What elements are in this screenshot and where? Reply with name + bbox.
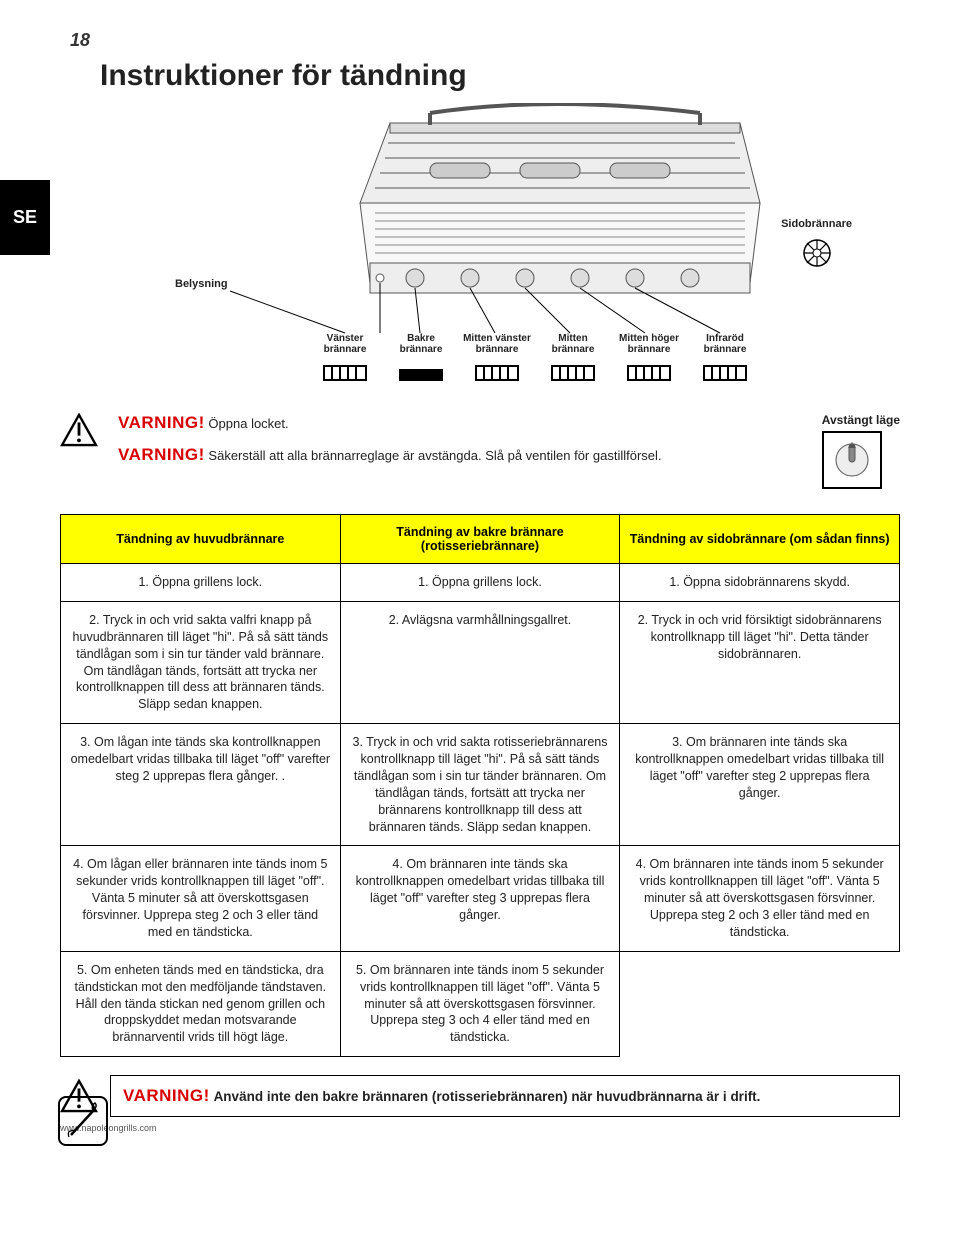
grill-diagram: Belysning [60,103,900,403]
table-cell: 3. Om lågan inte tänds ska kontrollknapp… [61,724,341,846]
burner-labels-row: Vänster brännareBakre brännareMitten vän… [310,333,760,381]
ignition-table: Tändning av huvudbrännare Tändning av ba… [60,514,900,1057]
table-cell: 2. Avlägsna varmhållningsgallret. [340,601,620,723]
label-belysning: Belysning [175,278,228,290]
burner-label: Mitten vänster brännare [462,333,532,381]
warning-1-text: Öppna locket. [208,416,288,431]
grill-illustration [320,103,780,333]
burner-label: Mitten brännare [538,333,608,381]
table-cell: 4. Om brännaren inte tänds ska kontrollk… [340,846,620,951]
knob-icon-box [822,431,882,489]
warning-1-title: VARNING! [118,413,205,432]
warning-2-title: VARNING! [118,445,205,464]
burner-label: Infraröd brännare [690,333,760,381]
label-sidobrannare: Sidobrännare [781,218,852,230]
table-cell: 1. Öppna grillens lock. [340,564,620,602]
page-title: Instruktioner för tändning [100,59,900,93]
table-cell: 2. Tryck in och vrid försiktigt sidobrän… [620,601,900,723]
table-cell: 5. Om enheten tänds med en tändsticka, d… [61,951,341,1056]
bottom-warning-row: VARNING! Använd inte den bakre brännaren… [60,1075,900,1117]
off-position-block: Avstängt läge [822,413,900,489]
side-burner-icon [802,238,832,268]
table-cell: 1. Öppna sidobrännarens skydd. [620,564,900,602]
table-cell [620,951,900,1056]
bottom-warning-text: Använd inte den bakre brännaren (rotisse… [214,1089,761,1104]
bottom-warning-box: VARNING! Använd inte den bakre brännaren… [110,1075,900,1117]
table-cell: 3. Tryck in och vrid sakta rotisseriebrä… [340,724,620,846]
table-header-2: Tändning av bakre brännare (rotisseriebr… [340,515,620,564]
warning-block-1: VARNING! Öppna locket. VARNING! Säkerstä… [60,413,900,489]
burner-label: Mitten höger brännare [614,333,684,381]
warning-triangle-icon [60,413,98,447]
warning-2-text: Säkerställ att alla brännarreglage är av… [208,448,661,463]
burner-label: Bakre brännare [386,333,456,381]
table-cell: 3. Om brännaren inte tänds ska kontrollk… [620,724,900,846]
table-cell: 1. Öppna grillens lock. [61,564,341,602]
match-icon-container [58,1092,108,1150]
page-number: 18 [70,30,900,51]
table-header-3: Tändning av sidobrännare (om sådan finns… [620,515,900,564]
off-position-label: Avstängt läge [822,413,900,427]
table-cell: 5. Om brännaren inte tänds inom 5 sekund… [340,951,620,1056]
language-tab: SE [0,180,50,255]
table-cell: 4. Om brännaren inte tänds inom 5 sekund… [620,846,900,951]
warning-text-block: VARNING! Öppna locket. VARNING! Säkerstä… [118,413,802,465]
footer-url: www.napoleongrills.com [60,1123,900,1133]
match-icon [58,1096,108,1146]
burner-label: Vänster brännare [310,333,380,381]
table-cell: 4. Om lågan eller brännaren inte tänds i… [61,846,341,951]
bottom-warning-title: VARNING! [123,1086,210,1105]
table-header-1: Tändning av huvudbrännare [61,515,341,564]
table-cell: 2. Tryck in och vrid sakta valfri knapp … [61,601,341,723]
knob-icon [832,440,872,480]
